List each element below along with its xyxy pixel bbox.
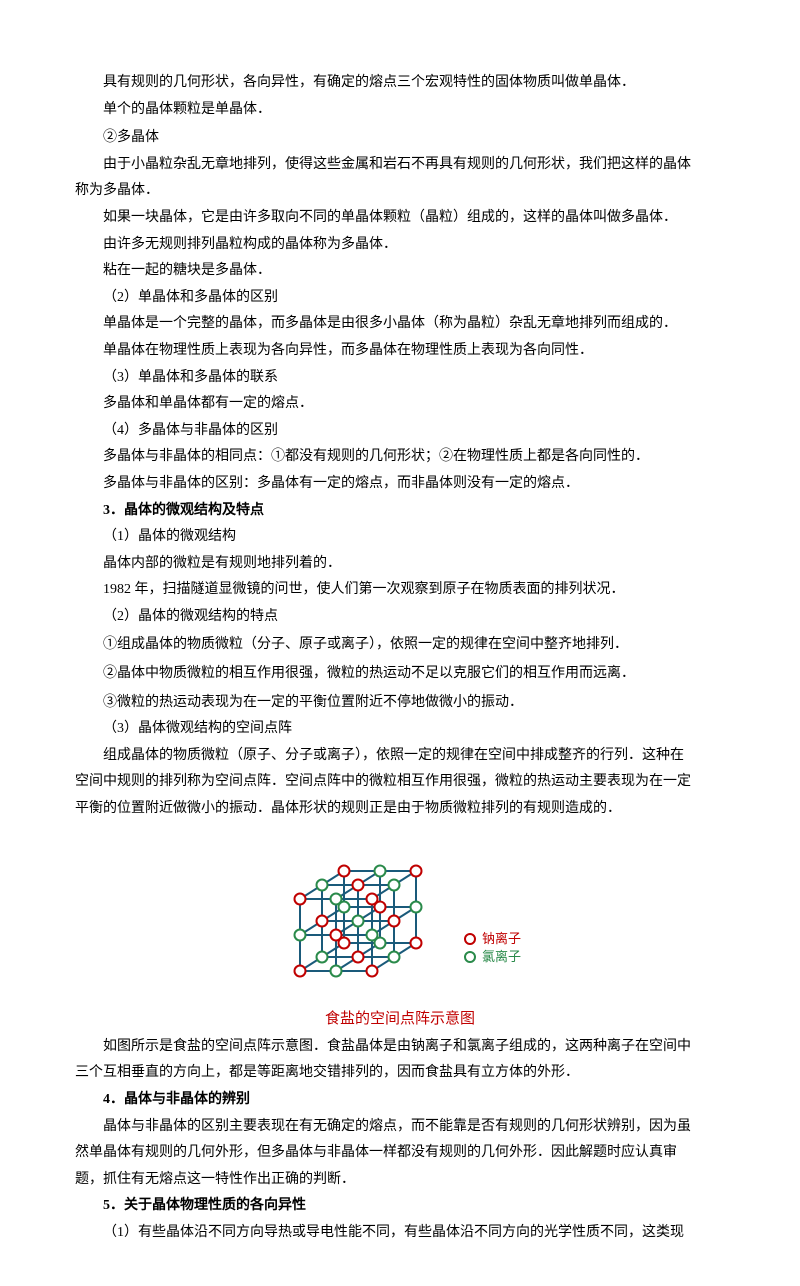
body-text: 三个互相垂直的方向上，都是等距离地交错排列的，因而食盐具有立方体的外形． [75,1060,725,1087]
body-text: 平衡的位置附近做微小的振动．晶体形状的规则正是由于物质微粒排列的有规则造成的． [75,796,725,823]
section-heading: 5．关于晶体物理性质的各向异性 [75,1193,725,1220]
body-text: 1982 年，扫描隧道显微镜的问世，使人们第一次观察到原子在物质表面的排列状况． [75,577,725,604]
body-text: 单晶体是一个完整的晶体，而多晶体是由很多小晶体（称为晶粒）杂乱无章地排列而组成的… [75,311,725,338]
body-text: 单个的晶体颗粒是单晶体． [75,97,725,124]
body-text: 晶体内部的微粒是有规则地排列着的． [75,551,725,578]
body-text: （2）晶体的微观结构的特点 [75,604,725,631]
body-text: 称为多晶体． [75,178,725,205]
body-text: （2）单晶体和多晶体的区别 [75,285,725,312]
body-text: （3）晶体微观结构的空间点阵 [75,716,725,743]
section-heading: 4．晶体与非晶体的辨别 [75,1087,725,1114]
body-text: （4）多晶体与非晶体的区别 [75,418,725,445]
body-text: 题，抓住有无熔点这一特性作出正确的判断． [75,1167,725,1194]
body-text: 晶体与非晶体的区别主要表现在有无确定的熔点，而不能靠是否有规则的几何形状辨别，因… [75,1114,725,1141]
body-text: （1）晶体的微观结构 [75,524,725,551]
body-text: 由于小晶粒杂乱无章地排列，使得这些金属和岩石不再具有规则的几何形状，我们把这样的… [75,152,725,179]
body-text: 具有规则的几何形状，各向异性，有确定的熔点三个宏观特性的固体物质叫做单晶体． [75,70,725,97]
body-text: ③微粒的热运动表现为在一定的平衡位置附近不停地做微小的振动． [75,688,725,717]
body-text: ②晶体中物质微粒的相互作用很强，微粒的热运动不足以克服它们的相互作用而远离． [75,659,725,688]
body-text: ②多晶体 [75,123,725,152]
svg-text:钠离子: 钠离子 [482,931,521,946]
body-text: 如图所示是食盐的空间点阵示意图．食盐晶体是由钠离子和氯离子组成的，这两种离子在空… [75,1034,725,1061]
figure-caption: 食盐的空间点阵示意图 [75,1005,725,1034]
body-text: 多晶体与非晶体的区别：多晶体有一定的熔点，而非晶体则没有一定的熔点． [75,471,725,498]
section-heading: 3．晶体的微观结构及特点 [75,498,725,525]
body-text: 然单晶体有规则的几何外形，但多晶体与非晶体一样都没有规则的几何外形．因此解题时应… [75,1140,725,1167]
svg-text:氯离子: 氯离子 [482,949,521,964]
lattice-diagram-svg: 钠离子氯离子 [270,831,530,991]
body-text: 粘在一起的糖块是多晶体． [75,258,725,285]
body-text: （3）单晶体和多晶体的联系 [75,365,725,392]
lattice-figure: 钠离子氯离子 [75,831,725,1002]
body-text: （1）有些晶体沿不同方向导热或导电性能不同，有些晶体沿不同方向的光学性质不同，这… [75,1220,725,1247]
body-text: 空间中规则的排列称为空间点阵．空间点阵中的微粒相互作用很强，微粒的热运动主要表现… [75,769,725,796]
body-text: 单晶体在物理性质上表现为各向异性，而多晶体在物理性质上表现为各向同性． [75,338,725,365]
body-text: 多晶体与非晶体的相同点：①都没有规则的几何形状；②在物理性质上都是各向同性的． [75,444,725,471]
body-text: 多晶体和单晶体都有一定的熔点． [75,391,725,418]
body-text: 组成晶体的物质微粒（原子、分子或离子），依照一定的规律在空间中排成整齐的行列．这… [75,743,725,770]
body-text: 如果一块晶体，它是由许多取向不同的单晶体颗粒（晶粒）组成的，这样的晶体叫做多晶体… [75,205,725,232]
body-text: 由许多无规则排列晶粒构成的晶体称为多晶体． [75,232,725,259]
body-text: ①组成晶体的物质微粒（分子、原子或离子），依照一定的规律在空间中整齐地排列． [75,630,725,659]
